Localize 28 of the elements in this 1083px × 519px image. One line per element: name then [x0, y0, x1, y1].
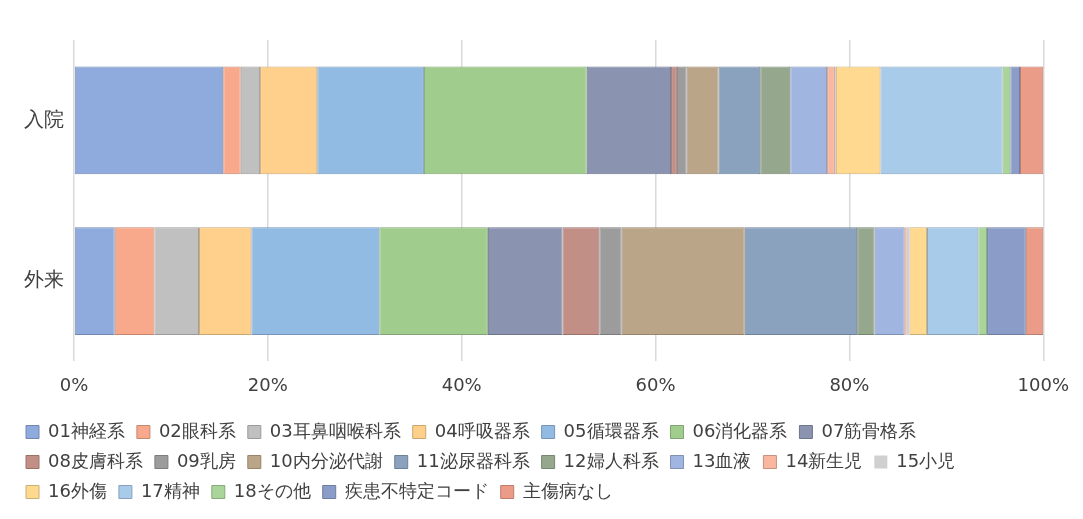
legend-label: 05循環器系 [563, 419, 659, 441]
legend-label: 17精神 [140, 479, 200, 501]
legend-label: 14新生児 [785, 449, 863, 471]
legend-label: 04呼吸器系 [434, 419, 530, 441]
legend-label: 18その他 [233, 479, 311, 501]
x-tick-label: 60% [635, 373, 676, 395]
x-tick-label: 100% [1017, 373, 1069, 395]
y-tick-label: 外来 [24, 267, 64, 292]
x-tick-label: 40% [441, 373, 482, 395]
legend-label: 12婦人科系 [563, 449, 659, 471]
legend-label: 16外傷 [48, 479, 107, 501]
legend-label: 06消化器系 [692, 419, 788, 441]
legend-label: 09乳房 [176, 449, 236, 471]
y-tick-label: 入院 [24, 106, 64, 131]
legend-label: 15小児 [896, 449, 956, 471]
legend-label: 13血液 [692, 449, 752, 471]
legend-label: 10内分泌代謝 [269, 449, 383, 471]
legend-label: 02眼科系 [158, 419, 236, 441]
legend-label: 疾患不特定コード [344, 479, 489, 501]
legend-label: 03耳鼻咽喉科系 [269, 419, 401, 441]
legend-label: 01神経系 [48, 419, 125, 441]
legend-label: 08皮膚科系 [48, 449, 143, 471]
legend-label: 11泌尿器科系 [416, 449, 530, 471]
x-tick-label: 20% [247, 373, 288, 395]
legend-label: 07筋骨格系 [821, 419, 917, 441]
x-tick-label: 80% [829, 373, 870, 395]
legend-label: 主傷病なし [522, 479, 613, 501]
x-tick-label: 0% [59, 373, 89, 395]
